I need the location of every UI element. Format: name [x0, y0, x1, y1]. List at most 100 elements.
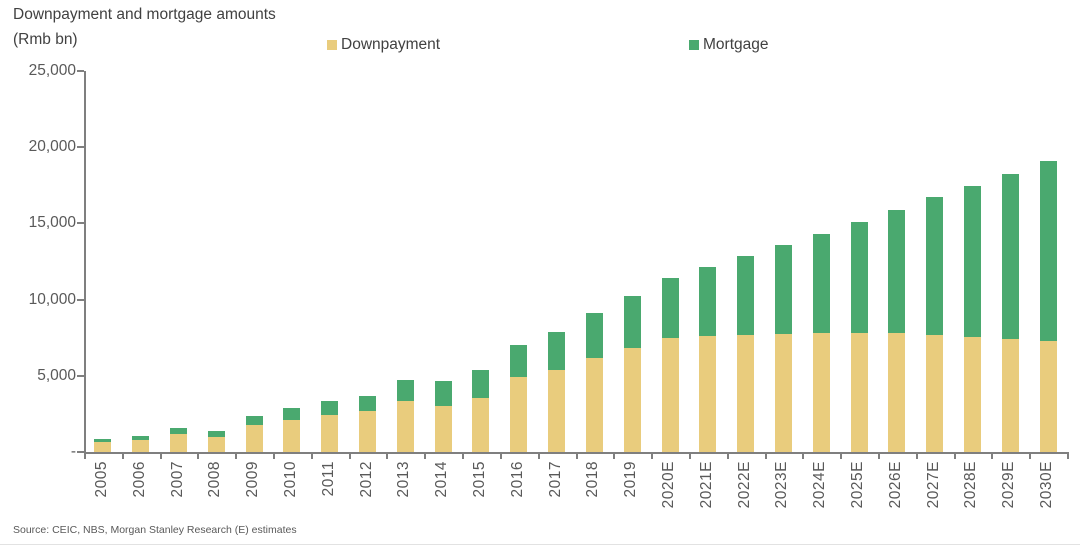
x-axis-tick-mark [121, 452, 124, 459]
bar-2015 [472, 369, 490, 452]
x-axis-tick-mark [575, 452, 578, 459]
x-axis-category-label: 2023E [773, 461, 791, 509]
x-axis-category-label: 2030E [1038, 461, 1056, 509]
x-axis-category-label: 2028E [962, 461, 980, 509]
x-axis-category-label: 2016 [508, 461, 526, 498]
x-axis-tick-mark [537, 452, 540, 459]
bar-2030E [1039, 160, 1057, 452]
x-axis-tick-mark [1029, 452, 1032, 459]
bar-segment-mortgage [94, 439, 112, 443]
x-axis-category-label: 2010 [281, 461, 299, 498]
y-axis-tick-label: - [70, 443, 76, 460]
bar-2019 [623, 295, 641, 452]
bar-segment-downpayment [963, 336, 981, 452]
bar-2013 [396, 380, 414, 452]
x-axis-tick-mark [802, 452, 805, 459]
x-axis-tick-mark [348, 452, 351, 459]
x-axis-category-label: 2012 [357, 461, 375, 498]
legend-item-downpayment: Downpayment [327, 36, 440, 54]
bar-segment-downpayment [812, 333, 830, 452]
x-axis-tick-mark [1067, 452, 1069, 459]
x-axis-tick-mark [688, 452, 691, 459]
bar-segment-mortgage [1039, 160, 1057, 341]
bar-segment-downpayment [585, 357, 603, 452]
bar-segment-mortgage [1001, 173, 1019, 340]
bar-2009 [245, 416, 263, 452]
x-axis-tick-mark [273, 452, 276, 459]
mortgage-swatch-icon [689, 40, 699, 50]
bar-2029E [1001, 173, 1019, 452]
source-note: Source: CEIC, NBS, Morgan Stanley Resear… [13, 524, 297, 536]
bar-segment-mortgage [132, 435, 150, 440]
x-axis-category-label: 2009 [244, 461, 262, 498]
x-axis-category-label: 2024E [811, 461, 829, 509]
bar-segment-mortgage [699, 266, 717, 337]
x-axis-tick-mark [726, 452, 729, 459]
bar-2026E [888, 209, 906, 452]
x-axis-tick-mark [462, 452, 465, 459]
bar-2018 [585, 312, 603, 452]
x-axis-tick-mark [613, 452, 616, 459]
bar-segment-downpayment [1001, 339, 1019, 452]
chart-title: Downpayment and mortgage amounts [13, 6, 276, 23]
x-axis-category-label: 2005 [92, 461, 110, 498]
x-axis-category-label: 2019 [622, 461, 640, 498]
bar-segment-mortgage [812, 234, 830, 334]
bar-2016 [510, 344, 528, 452]
legend-item-mortgage: Mortgage [689, 36, 768, 54]
x-axis-category-label: 2018 [584, 461, 602, 498]
bar-segment-downpayment [321, 414, 339, 452]
y-axis-line [84, 71, 86, 453]
bar-segment-mortgage [170, 428, 188, 435]
bar-2020E [661, 278, 679, 452]
bar-segment-downpayment [359, 410, 377, 452]
x-axis-tick-mark [651, 452, 654, 459]
bar-2025E [850, 221, 868, 452]
bar-2021E [699, 266, 717, 452]
bar-2007 [170, 428, 188, 452]
x-axis-category-label: 2017 [546, 461, 564, 498]
x-axis-tick-mark [764, 452, 767, 459]
x-axis-category-label: 2029E [1000, 461, 1018, 509]
bar-2017 [548, 331, 566, 452]
x-axis-tick-mark [877, 452, 880, 459]
bar-segment-mortgage [548, 331, 566, 370]
bar-segment-downpayment [699, 336, 717, 452]
bar-segment-downpayment [888, 333, 906, 452]
x-axis-category-label: 2007 [168, 461, 186, 498]
bar-segment-downpayment [926, 334, 944, 452]
bar-segment-downpayment [434, 405, 452, 452]
bar-segment-mortgage [661, 278, 679, 339]
bar-2024E [812, 234, 830, 452]
downpayment-swatch-icon [327, 40, 337, 50]
bar-segment-downpayment [510, 377, 528, 452]
bar-2027E [926, 197, 944, 452]
bar-segment-mortgage [472, 369, 490, 398]
bar-segment-mortgage [888, 209, 906, 334]
bar-segment-downpayment [472, 397, 490, 452]
bar-segment-downpayment [396, 400, 414, 452]
bar-segment-mortgage [623, 295, 641, 348]
x-axis-category-label: 2025E [849, 461, 867, 509]
bar-segment-downpayment [850, 333, 868, 452]
y-axis-tick-label: 5,000 [37, 366, 76, 384]
y-axis-tick-label: 15,000 [28, 214, 76, 232]
bar-2011 [321, 401, 339, 452]
bar-2022E [737, 256, 755, 452]
bar-segment-mortgage [245, 416, 263, 425]
legend-label-downpayment: Downpayment [341, 36, 441, 53]
x-axis-category-label: 2008 [206, 461, 224, 498]
y-axis-tick-label: 20,000 [28, 138, 76, 156]
x-axis-tick-mark [840, 452, 843, 459]
x-axis-tick-mark [159, 452, 162, 459]
x-axis-category-label: 2027E [924, 461, 942, 509]
x-axis-category-label: 2014 [433, 461, 451, 498]
bar-2008 [207, 431, 225, 452]
x-axis-tick-mark [235, 452, 238, 459]
bar-segment-downpayment [207, 436, 225, 452]
y-axis-tick-mark [77, 374, 84, 377]
x-axis-tick-mark [424, 452, 427, 459]
bar-segment-downpayment [774, 333, 792, 452]
x-axis-tick-mark [197, 452, 200, 459]
